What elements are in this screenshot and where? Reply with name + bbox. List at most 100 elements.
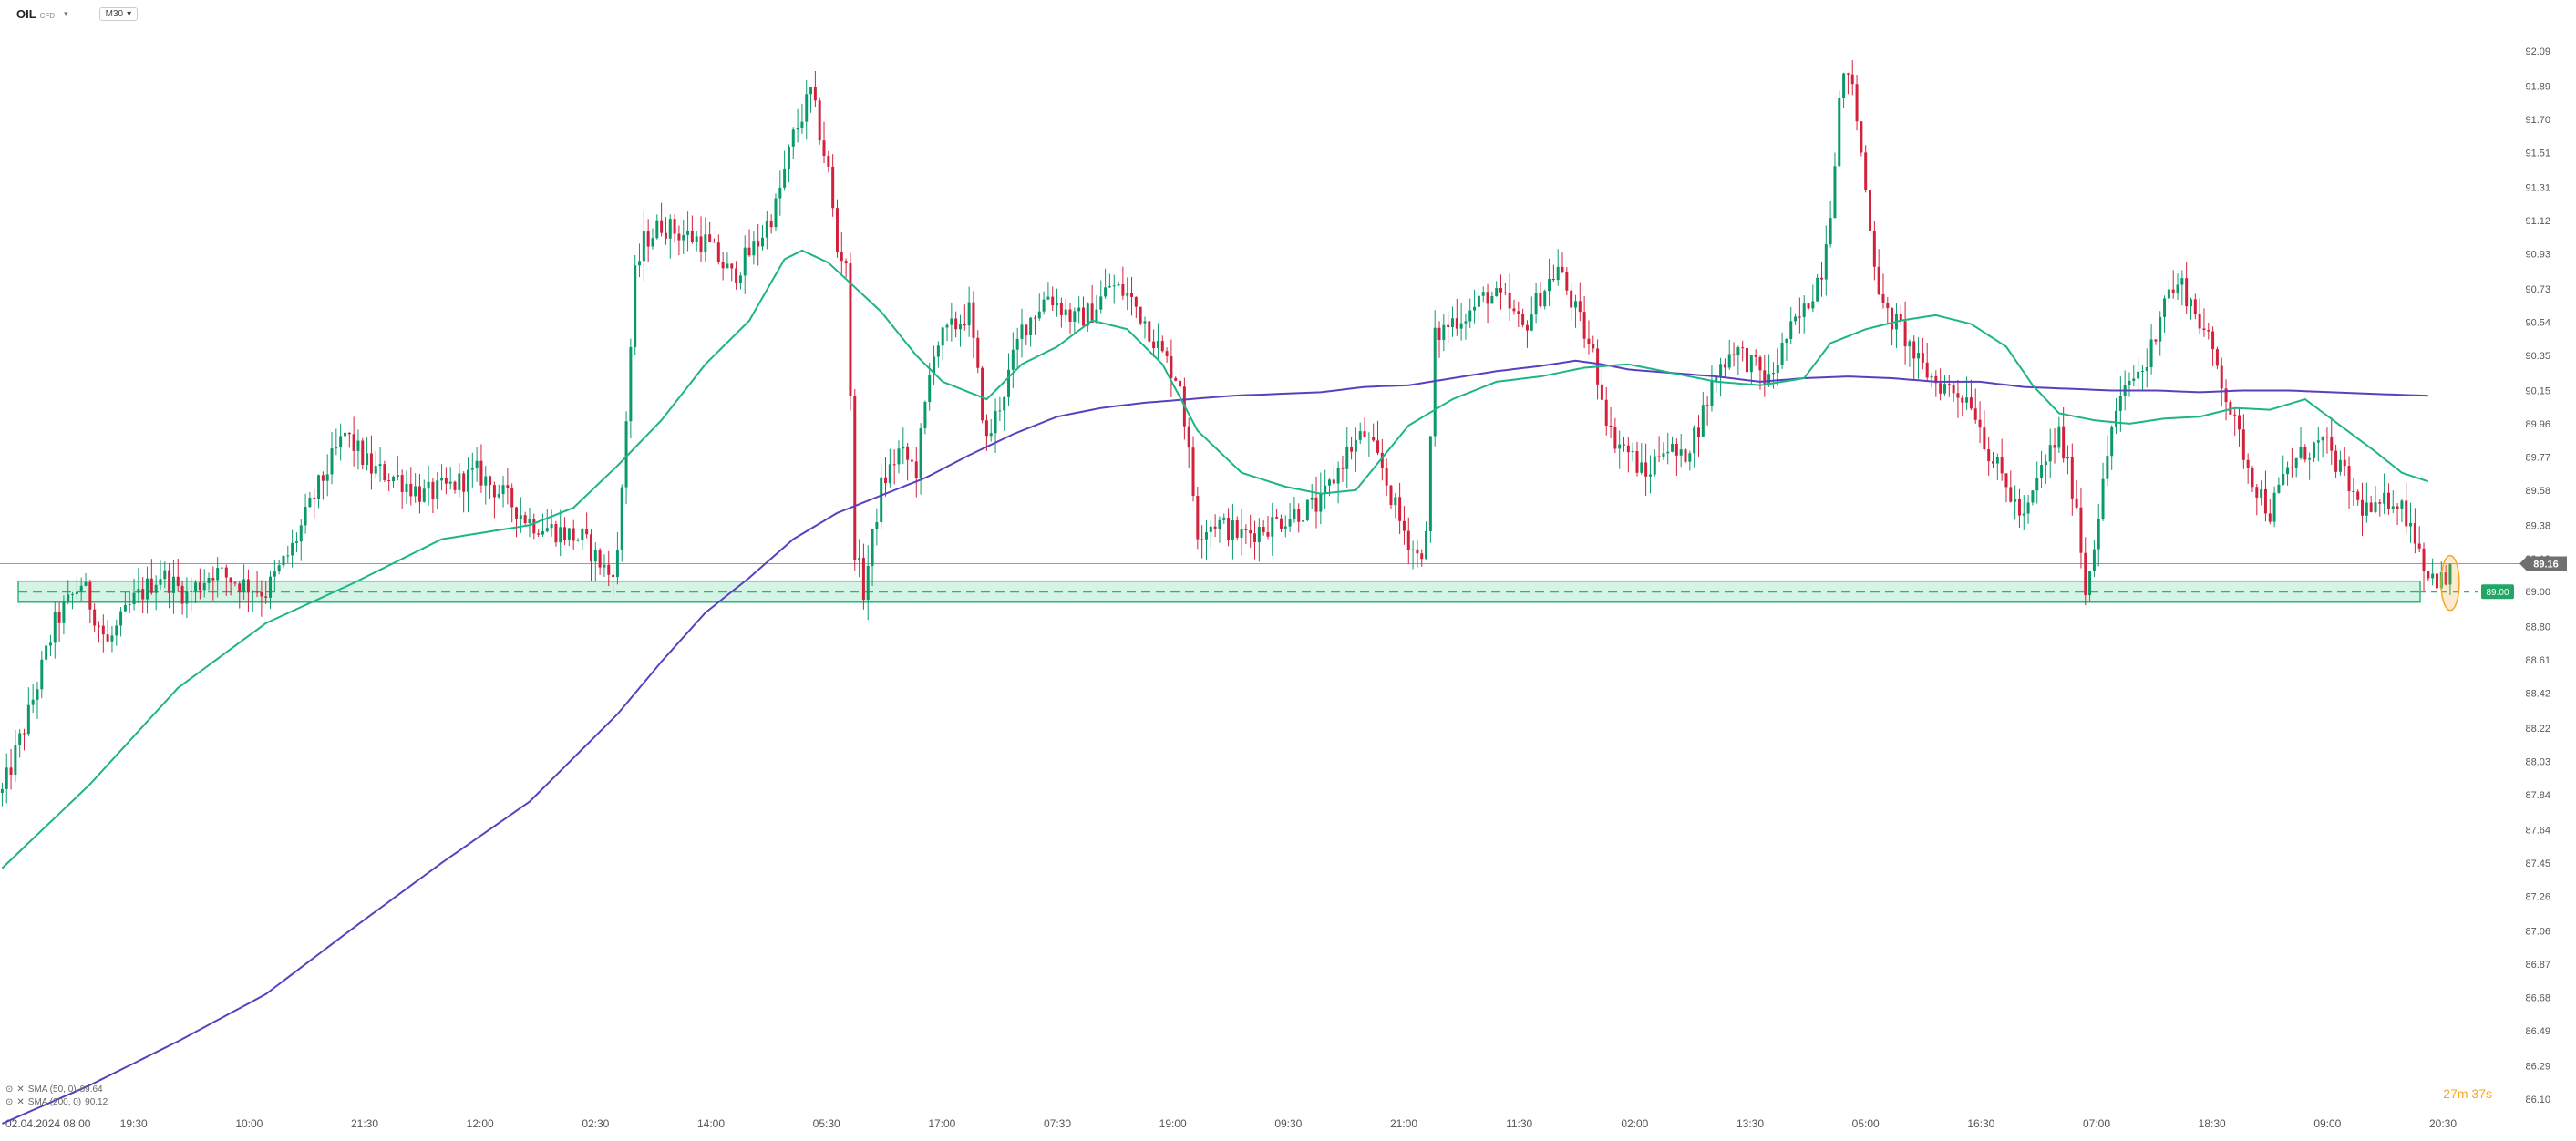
candle-countdown: 27m 37s	[2443, 1086, 2492, 1101]
y-axis-tick-label: 86.87	[2525, 960, 2550, 971]
sma50-line	[1, 249, 2429, 869]
candle-body	[1785, 339, 1788, 344]
visibility-icon[interactable]: ⊙	[5, 1084, 14, 1095]
candle-body	[660, 220, 664, 233]
close-icon[interactable]: ✕	[16, 1084, 25, 1095]
candle-body	[1715, 377, 1718, 382]
close-icon[interactable]: ✕	[16, 1097, 25, 1107]
candle-body	[629, 346, 633, 422]
candle-body	[475, 460, 479, 468]
candle-body	[1209, 526, 1212, 532]
candle-body	[1838, 98, 1841, 167]
candle-body	[2163, 298, 2167, 317]
candle-body	[190, 591, 193, 592]
candle-body	[537, 533, 541, 535]
instrument-type-label: CFD	[39, 12, 56, 20]
candle-body	[211, 578, 215, 581]
candle-body	[229, 577, 232, 583]
candle-body	[1719, 364, 1723, 378]
candle-body	[2272, 492, 2276, 522]
y-axis-tick-label: 88.80	[2525, 622, 2550, 633]
chart-header: OIL CFD ▾ M30 ▾	[16, 7, 139, 21]
candle-body	[1279, 518, 1283, 529]
candle-body	[110, 635, 114, 642]
candle-body	[2189, 299, 2192, 307]
candle-body	[440, 478, 444, 481]
candle-body	[216, 568, 220, 581]
candle-body	[2277, 484, 2281, 493]
candle-body	[1573, 301, 1577, 308]
candle-body	[515, 507, 519, 519]
candle-body	[2176, 284, 2179, 293]
candle-body	[2308, 457, 2312, 460]
candle-body	[1995, 457, 1999, 464]
symbol-label[interactable]: OIL	[16, 7, 36, 21]
indicator-sma50[interactable]: ⊙ ✕ SMA (50, 0) 89.64	[5, 1084, 103, 1095]
candle-body	[1869, 190, 1872, 231]
chevron-down-icon[interactable]: ▾	[64, 9, 68, 18]
candle-body	[1600, 384, 1603, 400]
candle-body	[246, 579, 250, 593]
candle-body	[1534, 293, 1538, 315]
candle-body	[1354, 439, 1357, 452]
candle-body	[1741, 347, 1745, 349]
y-axis-tick-label: 91.12	[2525, 216, 2550, 227]
candle-body	[612, 574, 615, 578]
x-axis-tick-label: 16:30	[1967, 1117, 1994, 1130]
x-axis-tick-label: 19:30	[120, 1117, 148, 1130]
candle-body	[343, 432, 346, 437]
candle-body	[1587, 338, 1591, 344]
candle-body	[2409, 522, 2413, 527]
candle-body	[1266, 531, 1270, 537]
candle-body	[827, 155, 830, 167]
candle-body	[185, 591, 189, 604]
y-axis-tick-label: 89.38	[2525, 520, 2550, 531]
candle-body	[1402, 520, 1406, 531]
candle-body	[1877, 266, 1880, 294]
candle-body	[1389, 485, 1393, 506]
candle-body	[1548, 279, 1551, 292]
candle-body	[1363, 431, 1366, 437]
candle-body	[787, 146, 790, 169]
y-axis-tick-label: 91.51	[2525, 148, 2550, 159]
candle-body	[1824, 244, 1828, 280]
candle-body	[1679, 449, 1683, 456]
candle-body	[2417, 543, 2421, 549]
candle-body	[1143, 321, 1147, 324]
candle-body	[330, 448, 334, 475]
candle-body	[194, 582, 198, 591]
candle-body	[242, 579, 246, 592]
candle-body	[1302, 520, 1305, 522]
candle-body	[1903, 321, 1907, 347]
candle-body	[1160, 341, 1164, 352]
candle-body	[1464, 321, 1468, 324]
candle-body	[919, 428, 922, 478]
y-axis-tick-label: 86.49	[2525, 1026, 2550, 1037]
candle-body	[572, 528, 575, 541]
candle-body	[383, 464, 386, 481]
indicator-sma200[interactable]: ⊙ ✕ SMA (200, 0) 90.12	[5, 1097, 108, 1107]
candle-body	[1380, 452, 1384, 468]
candle-body	[805, 94, 809, 122]
candle-body	[2386, 492, 2390, 509]
y-axis-tick-label: 88.03	[2525, 756, 2550, 767]
candle-body	[1227, 517, 1231, 540]
candle-body	[1635, 450, 1639, 473]
candle-body	[1802, 303, 1806, 317]
candle-body	[1490, 296, 1494, 304]
candle-body	[1240, 529, 1243, 538]
x-axis-tick-label: 07:30	[1044, 1117, 1071, 1130]
candle-body	[1618, 444, 1622, 449]
visibility-icon[interactable]: ⊙	[5, 1097, 14, 1107]
candle-body	[163, 570, 167, 580]
candle-body	[48, 642, 52, 646]
candle-body	[1305, 499, 1309, 521]
timeframe-selector[interactable]: M30 ▾	[98, 7, 139, 21]
candle-body	[2110, 426, 2114, 457]
candle-body	[1855, 84, 1859, 122]
candle-body	[1570, 290, 1573, 308]
candle-body	[1428, 436, 1432, 531]
candle-body	[1578, 301, 1582, 313]
